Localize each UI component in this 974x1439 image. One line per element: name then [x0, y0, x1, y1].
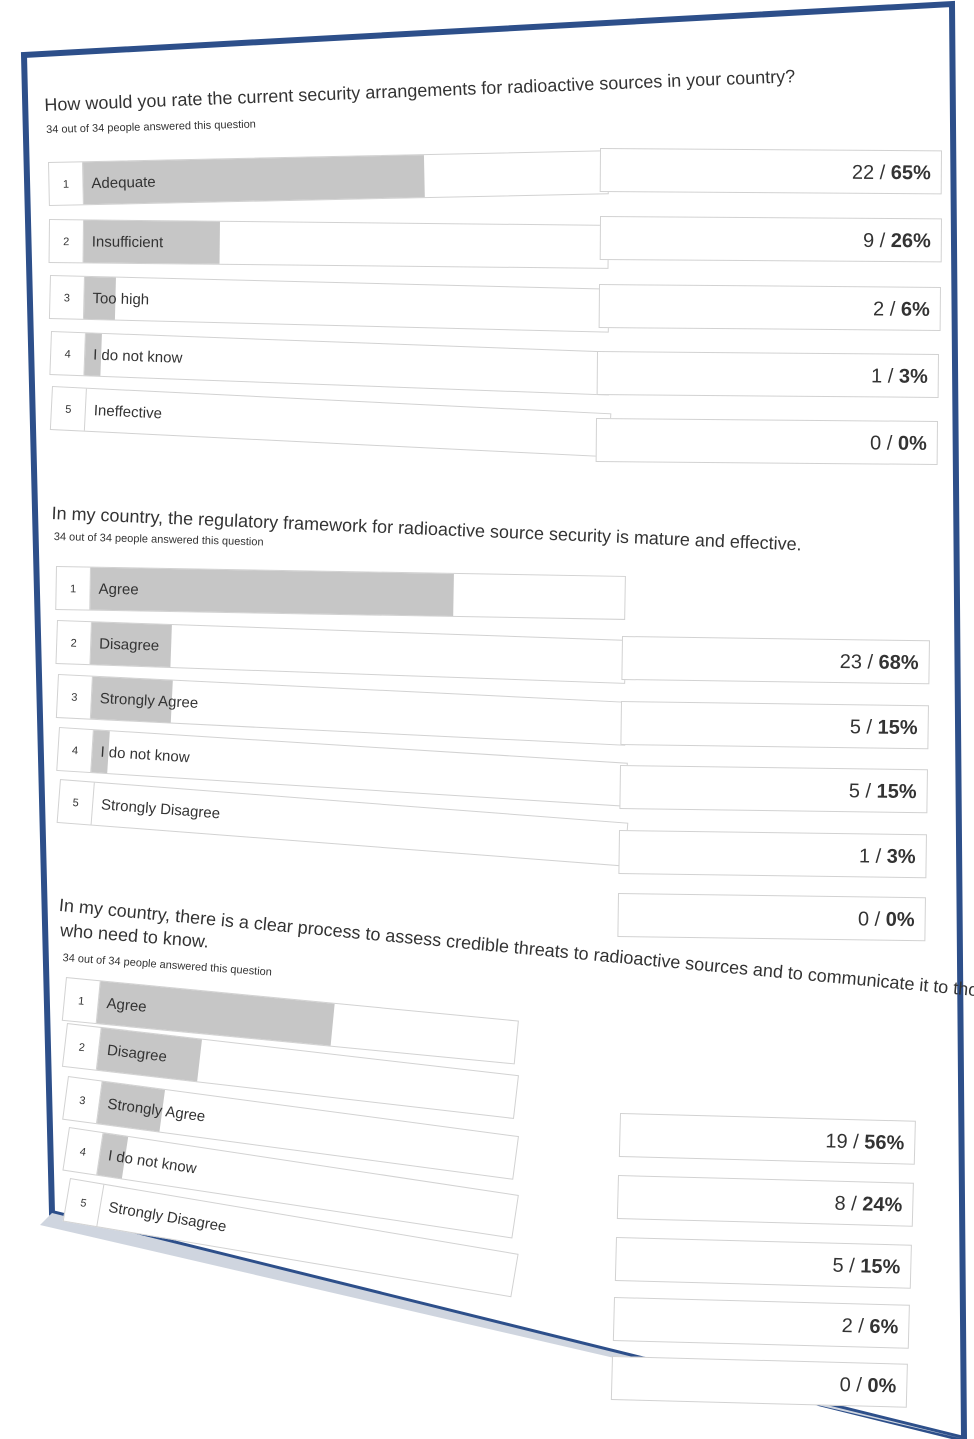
- q2-stat-box: 5 / 15%: [619, 765, 928, 814]
- answer-percent: 0%: [885, 908, 915, 932]
- question-2-answered-note: 34 out of 34 people answered this questi…: [53, 531, 264, 549]
- answer-label: Strongly Disagree: [100, 796, 221, 823]
- answer-count: 5: [832, 1254, 844, 1277]
- answer-percent: 65%: [890, 162, 931, 185]
- percent-bar: [90, 567, 454, 616]
- q3-stat-box: 5 / 15%: [614, 1237, 912, 1289]
- answer-percent: 24%: [861, 1193, 903, 1217]
- answer-count: 22: [851, 161, 875, 184]
- answer-count: 2: [872, 298, 885, 321]
- question-1-answered-note: 34 out of 34 people answered this questi…: [46, 118, 257, 136]
- answer-count: 8: [834, 1192, 846, 1215]
- answer-count: 0: [839, 1373, 852, 1397]
- question-2-title: In my country, the regulatory framework …: [51, 503, 802, 555]
- q2-answer-row: 1 Agree: [55, 566, 626, 620]
- row-index: 3: [56, 675, 93, 719]
- answer-label: I do not know: [106, 1147, 198, 1178]
- answer-percent: 0%: [867, 1374, 897, 1398]
- answer-label: Ineffective: [93, 402, 163, 423]
- answer-label: Agree: [98, 580, 139, 599]
- question-1-title: How would you rate the current security …: [44, 66, 796, 115]
- answer-count: 19: [825, 1130, 848, 1153]
- answer-label: I do not know: [99, 743, 191, 767]
- row-index: 3: [63, 1077, 103, 1124]
- q1-stat-box: 9 / 26%: [599, 216, 942, 263]
- row-index: 1: [49, 162, 84, 205]
- q1-stat-box: 1 / 3%: [596, 351, 939, 398]
- answer-count: 1: [870, 365, 883, 388]
- answer-count: 23: [839, 651, 863, 674]
- answer-label: I do not know: [92, 346, 183, 367]
- answer-label: Disagree: [106, 1041, 168, 1066]
- q2-stat-box: 0 / 0%: [617, 893, 926, 942]
- q2-answer-row: 2 Disagree: [55, 620, 627, 684]
- q1-answer-row: 2 Insufficient: [48, 219, 609, 269]
- answer-percent: 68%: [878, 651, 919, 675]
- q1-stat-box: 0 / 0%: [595, 418, 938, 465]
- row-index: 2: [56, 621, 92, 665]
- q2-stat-box: 5 / 15%: [620, 701, 929, 750]
- answer-percent: 56%: [863, 1131, 905, 1155]
- row-index: 1: [62, 978, 101, 1024]
- q1-stat-box: 22 / 65%: [599, 148, 942, 195]
- answer-percent: 6%: [900, 298, 930, 321]
- answer-count: 0: [857, 908, 870, 931]
- q1-answer-row: 3 Too high: [48, 275, 610, 333]
- answer-count: 5: [848, 780, 861, 803]
- answer-count: 1: [858, 845, 871, 868]
- answer-count: 2: [841, 1314, 854, 1338]
- answer-count: 9: [862, 229, 875, 252]
- q3-stat-box: 2 / 6%: [612, 1297, 910, 1349]
- row-index: 5: [63, 1179, 105, 1227]
- row-index: 2: [49, 220, 84, 263]
- row-index: 3: [49, 276, 85, 319]
- answer-label: Insufficient: [91, 233, 164, 252]
- answer-label: Agree: [105, 995, 148, 1016]
- q3-stat-box: 0 / 0%: [610, 1356, 908, 1408]
- answer-label: Disagree: [98, 635, 160, 655]
- q3-stat-box: 8 / 24%: [616, 1175, 914, 1227]
- answer-label: Strongly Agree: [99, 690, 199, 712]
- q1-answer-row: 5 Ineffective: [49, 386, 612, 458]
- answer-percent: 15%: [877, 716, 918, 740]
- row-index: 4: [57, 728, 94, 773]
- row-index: 4: [50, 332, 86, 376]
- row-index: 5: [50, 387, 87, 431]
- q2-stat-box: 23 / 68%: [621, 636, 930, 685]
- answer-percent: 3%: [898, 365, 928, 388]
- answer-percent: 6%: [869, 1315, 899, 1339]
- answer-percent: 0%: [897, 432, 927, 455]
- row-index: 2: [63, 1024, 102, 1070]
- answer-label: Strongly Agree: [106, 1095, 207, 1126]
- answer-label: Adequate: [91, 173, 156, 193]
- answer-percent: 15%: [859, 1255, 901, 1279]
- answer-percent: 26%: [890, 230, 931, 253]
- answer-count: 5: [849, 716, 862, 739]
- answer-label: Strongly Disagree: [107, 1198, 228, 1236]
- q1-stat-box: 2 / 6%: [598, 284, 941, 331]
- q1-answer-row: 1 Adequate: [48, 150, 609, 206]
- answer-percent: 15%: [876, 780, 917, 804]
- q2-stat-box: 1 / 3%: [618, 830, 927, 879]
- answer-count: 0: [869, 432, 882, 455]
- q3-stat-box: 19 / 56%: [618, 1113, 916, 1165]
- question-3-answered-note: 34 out of 34 people answered this questi…: [62, 952, 273, 979]
- answer-label: Too high: [92, 290, 150, 309]
- q1-answer-row: 4 I do not know: [49, 331, 611, 396]
- row-index: 5: [57, 780, 95, 825]
- answer-percent: 3%: [886, 845, 916, 869]
- row-index: 1: [56, 567, 91, 610]
